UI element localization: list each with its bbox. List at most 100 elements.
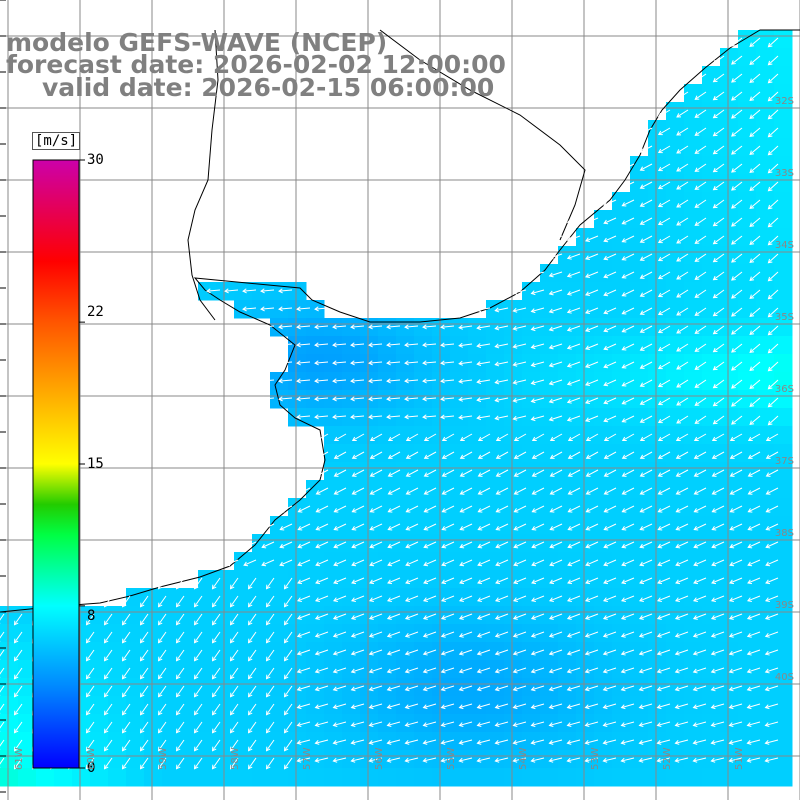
wind-arrow <box>731 73 743 83</box>
wind-arrow-head <box>602 668 608 674</box>
wind-arrow <box>747 649 761 655</box>
wind-arrow <box>531 289 545 295</box>
wind-speed-cell <box>756 282 775 301</box>
wind-speed-cell <box>576 534 595 553</box>
wind-arrow-head <box>368 378 373 384</box>
wind-arrow-head <box>693 561 699 567</box>
wind-speed-cell <box>540 390 559 409</box>
wind-arrow-head <box>278 396 283 402</box>
wind-arrow <box>284 649 293 661</box>
wind-arrow <box>405 415 419 418</box>
wind-speed-cell <box>612 678 631 697</box>
wind-speed-cell <box>756 642 775 661</box>
wind-speed-cell <box>738 210 757 229</box>
wind-arrow <box>387 685 401 691</box>
wind-speed-cell <box>648 264 667 283</box>
wind-arrow-head <box>767 330 773 336</box>
wind-arrow-head <box>657 94 663 100</box>
wind-arrow-head <box>675 436 681 442</box>
wind-arrow-head <box>731 204 736 209</box>
wind-speed-cell <box>360 678 379 697</box>
wind-speed-cell <box>504 678 523 697</box>
wind-arrow-head <box>121 692 127 698</box>
wind-speed-cell <box>648 606 667 625</box>
wind-arrow <box>369 541 383 548</box>
wind-speed-cell <box>630 732 649 751</box>
wind-speed-cell <box>702 768 721 787</box>
wind-arrow-head <box>247 584 253 590</box>
wind-arrow <box>768 271 779 282</box>
wind-arrow-head <box>692 650 698 656</box>
wind-arrow <box>460 451 473 459</box>
wind-arrow <box>369 397 383 400</box>
wind-arrow <box>694 505 707 513</box>
wind-arrow <box>513 757 527 762</box>
wind-arrow-head <box>139 746 145 752</box>
wind-speed-cell <box>324 732 343 751</box>
wind-arrow <box>248 613 257 625</box>
wind-speed-cell <box>234 588 253 607</box>
wind-arrow-head <box>584 686 590 692</box>
wind-speed-cell <box>234 642 253 661</box>
wind-arrow-head <box>657 184 663 190</box>
wind-arrow <box>731 127 743 137</box>
wind-speed-cell <box>468 642 487 661</box>
wind-speed-cell <box>774 390 793 409</box>
wind-arrow <box>603 199 617 206</box>
wind-speed-cell <box>378 660 397 679</box>
wind-arrow <box>248 703 257 715</box>
wind-arrow <box>297 649 311 655</box>
wind-speed-cell <box>180 606 199 625</box>
wind-arrow-head <box>440 722 446 728</box>
wind-speed-cell <box>432 462 451 481</box>
wind-arrow-head <box>749 42 755 48</box>
wind-arrow-head <box>314 668 320 674</box>
wind-speed-cell <box>234 768 253 787</box>
wind-arrow <box>747 613 761 620</box>
wind-arrow <box>369 631 383 637</box>
wind-arrow <box>261 541 275 548</box>
wind-speed-cell <box>738 498 757 517</box>
wind-speed-cell <box>432 552 451 571</box>
wind-speed-cell <box>288 678 307 697</box>
wind-arrow-head <box>333 543 339 549</box>
wind-arrow <box>513 667 527 673</box>
wind-speed-cell <box>738 48 757 67</box>
wind-arrow <box>176 577 185 589</box>
wind-arrow-head <box>585 454 591 459</box>
wind-speed-cell <box>396 426 415 445</box>
wind-speed-cell <box>414 426 433 445</box>
wind-arrow-head <box>332 342 337 348</box>
wind-speed-cell <box>558 246 577 265</box>
wind-arrow <box>658 325 671 333</box>
wind-arrow-head <box>404 650 410 656</box>
wind-speed-cell <box>558 300 577 319</box>
wind-speed-cell <box>540 408 559 427</box>
wind-arrow-head <box>603 417 609 423</box>
wind-arrow-head <box>657 364 663 370</box>
wind-arrow <box>639 559 653 566</box>
wind-arrow-head <box>639 238 645 243</box>
wind-speed-cell <box>162 732 181 751</box>
wind-speed-cell <box>396 714 415 733</box>
wind-arrow-head <box>603 291 609 297</box>
wind-speed-cell <box>594 624 613 643</box>
wind-arrow-head <box>458 650 464 656</box>
wind-arrow <box>568 523 581 531</box>
wind-arrow-head <box>265 620 271 626</box>
wind-speed-cell <box>288 624 307 643</box>
wind-arrow-head <box>620 633 626 638</box>
wind-arrow <box>459 667 473 673</box>
wind-arrow <box>603 379 617 386</box>
wind-arrow <box>765 739 779 744</box>
wind-arrow-head <box>530 668 536 674</box>
wind-arrow <box>749 253 761 263</box>
wind-arrow-head <box>585 417 590 422</box>
wind-speed-cell <box>738 480 757 499</box>
wind-arrow-head <box>229 584 235 590</box>
wind-speed-cell <box>504 660 523 679</box>
wind-speed-cell <box>612 426 631 445</box>
wind-speed-cell <box>216 696 235 715</box>
wind-arrow <box>86 685 95 697</box>
wind-arrow <box>104 721 113 733</box>
